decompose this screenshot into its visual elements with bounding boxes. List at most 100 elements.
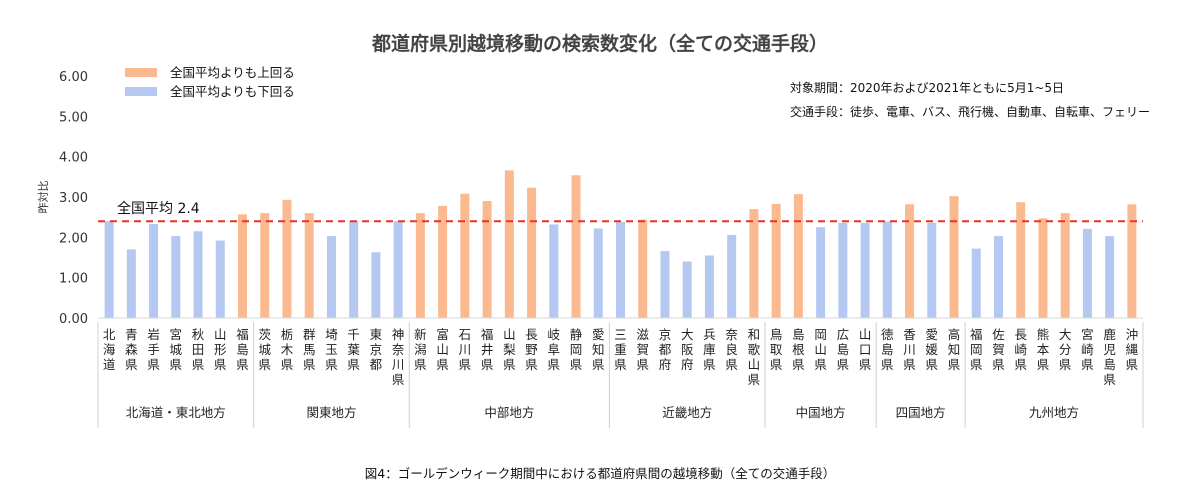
bar: [549, 224, 559, 318]
category-label: 石川県: [459, 327, 472, 372]
bar: [326, 236, 336, 318]
legend-label-above: 全国平均よりも上回る: [170, 65, 295, 80]
bar: [482, 201, 492, 318]
category-label: 静岡県: [570, 327, 583, 372]
bar: [1016, 202, 1026, 318]
figure-caption: 図4：ゴールデンウィーク期間中における都道府県間の越境移動（全ての交通手段）: [365, 466, 835, 481]
x-axis-labels: 北海道青森県岩手県宮城県秋田県山形県福島県茨城県栃木県群馬県埼玉県千葉県東京都神…: [103, 327, 1139, 387]
bar: [1038, 218, 1048, 318]
y-tick-label: 0.00: [59, 312, 88, 327]
legend: 全国平均よりも上回る 全国平均よりも下回る: [125, 65, 295, 99]
bar: [260, 213, 270, 318]
period-note: 対象期間：2020年および2021年ともに5月1~5日: [790, 81, 1064, 95]
region-label: 近畿地方: [662, 405, 712, 420]
region-label: 中部地方: [484, 405, 534, 420]
category-label: 宮城県: [170, 327, 183, 372]
bar: [727, 234, 737, 318]
category-label: 岩手県: [147, 327, 160, 372]
region-label: 四国地方: [896, 405, 946, 420]
category-label: 京都府: [659, 327, 672, 372]
region-label: 関東地方: [306, 405, 356, 420]
category-label: 山形県: [214, 327, 227, 372]
bar: [149, 224, 159, 318]
category-label: 秋田県: [192, 327, 205, 372]
category-label: 大阪府: [681, 327, 694, 372]
bar: [460, 193, 470, 318]
bar: [415, 213, 425, 318]
bar: [126, 249, 136, 318]
category-label: 大分県: [1059, 327, 1072, 372]
y-tick-label: 1.00: [59, 272, 88, 287]
bar: [371, 252, 381, 318]
average-label: 全国平均 2.4: [117, 200, 200, 217]
category-label: 愛知県: [592, 327, 605, 372]
category-label: 愛媛県: [926, 327, 939, 372]
y-axis-label: 昨対比: [36, 181, 50, 214]
bar: [1127, 204, 1137, 318]
transport-note: 交通手段：徒歩、電車、バス、飛行機、自動車、自転車、フェリー: [790, 104, 1150, 119]
legend-swatch-above: [125, 68, 157, 77]
category-label: 岐阜県: [548, 327, 561, 372]
category-label: 茨城県: [258, 327, 271, 372]
bar: [304, 213, 314, 318]
category-label: 鹿児島県: [1103, 327, 1116, 387]
category-label: 徳島県: [881, 327, 894, 372]
category-label: 沖縄県: [1126, 327, 1139, 372]
bar: [860, 222, 870, 318]
bar: [771, 203, 781, 318]
bar: [571, 175, 581, 318]
bars: [98, 170, 1143, 319]
bar: [393, 221, 403, 318]
bar: [504, 170, 514, 318]
bar: [1105, 236, 1115, 318]
category-label: 長野県: [525, 327, 538, 372]
bar: [971, 248, 981, 318]
bar: [171, 236, 181, 318]
y-tick-label: 5.00: [59, 110, 88, 125]
y-axis-ticks: 0.00 1.00 2.00 3.00 4.00 5.00 6.00: [59, 70, 88, 327]
category-label: 長崎県: [1014, 327, 1027, 372]
bar: [104, 221, 114, 318]
y-tick-label: 2.00: [59, 231, 88, 246]
region-label: 北海道・東北地方: [126, 405, 226, 420]
category-label: 東京都: [370, 327, 383, 372]
bar: [993, 236, 1003, 318]
category-label: 佐賀県: [992, 327, 1005, 372]
category-label: 鳥取県: [770, 327, 783, 372]
bar: [438, 205, 448, 318]
bar: [704, 255, 714, 318]
category-label: 香川県: [903, 327, 916, 372]
category-label: 広島県: [837, 327, 850, 372]
average-line-group: 全国平均 2.4: [98, 200, 1143, 223]
category-label: 三重県: [614, 327, 627, 372]
category-label: 富山県: [436, 327, 449, 372]
category-label: 神奈川県: [392, 327, 405, 387]
bar: [238, 214, 248, 318]
bar: [282, 199, 292, 318]
bar: [838, 222, 848, 318]
region-label: 九州地方: [1029, 405, 1079, 420]
category-label: 福岡県: [970, 327, 983, 372]
chart-title: 都道府県別越境移動の検索数変化（全ての交通手段）: [371, 32, 828, 55]
region-labels: 北海道・東北地方 関東地方 中部地方 近畿地方 中国地方 四国地方 九州地方: [97, 322, 1144, 428]
category-label: 山口県: [859, 327, 872, 372]
category-label: 福井県: [481, 327, 494, 372]
category-label: 滋賀県: [636, 327, 649, 372]
legend-label-below: 全国平均よりも下回る: [170, 84, 295, 99]
bar: [593, 228, 603, 318]
category-label: 栃木県: [281, 327, 294, 372]
category-label: 熊本県: [1037, 327, 1050, 372]
bar: [905, 204, 915, 318]
category-label: 山梨県: [503, 327, 516, 372]
legend-swatch-below: [125, 87, 157, 96]
region-label: 中国地方: [796, 405, 846, 420]
bar: [949, 196, 959, 318]
category-label: 島根県: [792, 327, 805, 372]
bar: [1060, 213, 1070, 318]
category-label: 宮崎県: [1081, 327, 1094, 372]
y-tick-label: 6.00: [59, 70, 88, 85]
category-label: 福島県: [236, 327, 249, 372]
bar: [349, 221, 359, 318]
bar: [793, 194, 803, 318]
